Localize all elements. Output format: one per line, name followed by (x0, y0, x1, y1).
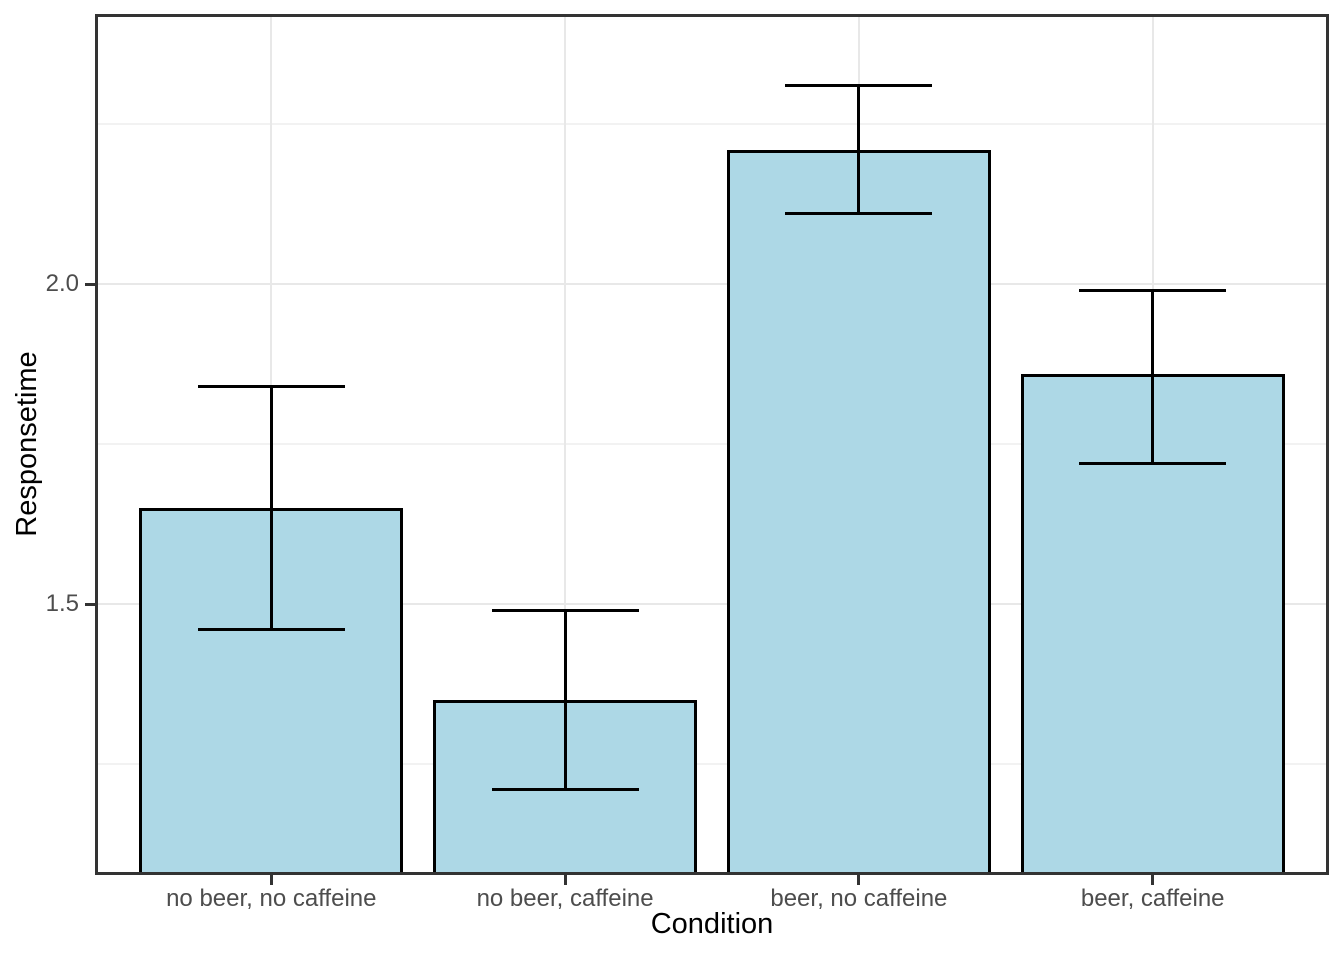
errorbar-cap-top-no-beer-no-caffeine (197, 385, 345, 389)
errorbar-line-beer-caffeine (1151, 290, 1155, 464)
gridline-y-minor (95, 763, 1329, 766)
gridline-x-major (564, 14, 567, 875)
x-tick-mark (1151, 875, 1155, 885)
errorbar-cap-bottom-no-beer-caffeine (491, 788, 639, 792)
y-tick-mark (85, 282, 95, 286)
x-tick-mark (269, 875, 273, 885)
error-bars-layer (95, 14, 1329, 875)
gridline-y-minor (95, 123, 1329, 126)
y-tick-label: 1.5 (45, 590, 79, 618)
errorbar-cap-top-beer-no-caffeine (785, 84, 933, 88)
bars-layer (95, 14, 1329, 875)
y-axis-title: Responsetime (11, 351, 43, 537)
x-tick-mark (563, 875, 567, 885)
bar-beer-caffeine (1020, 373, 1285, 875)
bar-beer-no-caffeine (726, 149, 992, 875)
x-tick-mark (857, 875, 861, 885)
errorbar-line-no-beer-caffeine (563, 610, 567, 790)
y-tick-mark (85, 602, 95, 606)
errorbar-cap-top-no-beer-caffeine (491, 609, 639, 613)
gridline-y-major (95, 603, 1329, 606)
errorbar-line-no-beer-no-caffeine (269, 386, 273, 630)
errorbar-cap-bottom-beer-caffeine (1079, 461, 1227, 465)
gridline-y-minor (95, 443, 1329, 446)
errorbar-cap-bottom-no-beer-no-caffeine (197, 628, 345, 632)
x-axis-title: Condition (650, 908, 774, 940)
x-tick-label: beer, caffeine (1080, 885, 1225, 912)
errorbar-cap-top-beer-caffeine (1079, 289, 1227, 293)
errorbar-line-beer-no-caffeine (857, 85, 861, 214)
errorbar-cap-bottom-beer-no-caffeine (785, 212, 933, 216)
gridline-y-major (95, 283, 1329, 286)
x-tick-label: beer, no caffeine (770, 885, 948, 912)
x-tick-label: no beer, no caffeine (166, 885, 377, 912)
plot-panel (95, 14, 1329, 875)
y-tick-label: 2.0 (45, 270, 79, 298)
x-tick-label: no beer, caffeine (476, 885, 654, 912)
